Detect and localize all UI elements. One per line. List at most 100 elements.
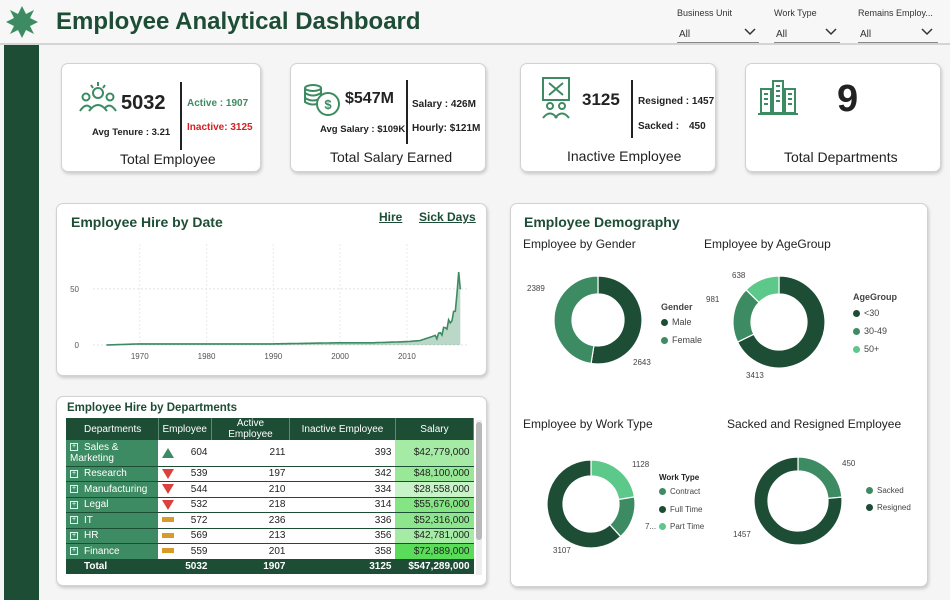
- department-name: Sales & Marketing: [70, 441, 119, 464]
- donut-slice: [546, 459, 622, 549]
- employee-cell: 604: [158, 440, 212, 467]
- inactive-cell: 393: [289, 440, 396, 467]
- x-tick-label: 1970: [131, 352, 149, 361]
- inactive-cell: 334: [289, 481, 396, 498]
- active-cell: 236: [211, 512, 290, 529]
- legend-item[interactable]: Female: [661, 335, 702, 345]
- table-row[interactable]: + Research 539 197 342 $48,100,000: [66, 466, 474, 482]
- column-header[interactable]: Inactive Employee: [289, 418, 396, 440]
- legend-label: Resigned: [877, 503, 911, 512]
- team-icon: [79, 82, 117, 112]
- total-employee-value: 5032: [121, 92, 166, 114]
- legend-item[interactable]: Part Time: [659, 522, 704, 531]
- department-cell[interactable]: + Research: [66, 466, 158, 482]
- column-header[interactable]: Employee: [158, 418, 212, 440]
- expand-icon[interactable]: +: [70, 469, 78, 478]
- employee-cell: 539: [158, 466, 212, 482]
- expand-icon[interactable]: +: [70, 547, 78, 556]
- legend-item[interactable]: Resigned: [866, 503, 911, 512]
- expand-icon[interactable]: +: [70, 443, 78, 452]
- table-scrollbar[interactable]: [476, 420, 482, 575]
- legend-item[interactable]: 30-49: [853, 326, 887, 336]
- departments-table: Departments Employee Active Employee Ina…: [66, 418, 475, 574]
- tab-hire[interactable]: Hire: [379, 210, 403, 224]
- table-row[interactable]: + Manufacturing 544 210 334 $28,558,000: [66, 481, 474, 498]
- department-cell[interactable]: + HR: [66, 528, 158, 544]
- legend-item[interactable]: Sacked: [866, 486, 904, 495]
- data-label: 3413: [746, 371, 764, 380]
- active-cell: 213: [211, 528, 290, 544]
- legend-label: Full Time: [670, 505, 703, 514]
- legend-label: 30-49: [864, 326, 888, 336]
- top-bar: Employee Analytical Dashboard Business U…: [0, 0, 950, 45]
- employee-count: 604: [190, 447, 208, 459]
- donut-slice: [753, 456, 843, 546]
- expand-icon[interactable]: +: [70, 485, 78, 494]
- table-row[interactable]: + Legal 532 218 314 $55,676,000: [66, 497, 474, 513]
- hire-line: [106, 272, 462, 346]
- legend-item[interactable]: Male: [661, 317, 692, 327]
- resigned-count: Resigned : 1457: [638, 96, 715, 107]
- remains-employed-slicer[interactable]: Remains Employ... All: [858, 8, 938, 43]
- column-header[interactable]: Salary: [395, 418, 475, 440]
- employee-count: 544: [190, 483, 208, 495]
- slicer-value: All: [860, 29, 872, 40]
- expand-icon[interactable]: +: [70, 500, 78, 509]
- salary-cell: $42,779,000: [395, 440, 474, 467]
- employee-count: 569: [190, 530, 208, 542]
- tab-sick-days[interactable]: Sick Days: [419, 210, 476, 224]
- donut-slice: [590, 275, 643, 365]
- scroll-thumb[interactable]: [476, 422, 482, 540]
- legend-item[interactable]: Contract: [659, 487, 700, 496]
- column-header[interactable]: Departments: [66, 418, 159, 440]
- department-cell[interactable]: + Manufacturing: [66, 481, 158, 498]
- y-tick-label: 0: [75, 341, 80, 350]
- kpi-title: Total Departments: [784, 149, 898, 165]
- hire-line-chart: 50 0 1970 1980 1990 2000 2010: [70, 244, 467, 361]
- active-cell: 210: [211, 481, 290, 498]
- inactive-cell: 314: [289, 497, 396, 513]
- inactive-employee-card: 3125 Resigned : 1457 Sacked : 450 Inacti…: [520, 63, 716, 172]
- table-row[interactable]: + Sales & Marketing 604 211 393 $42,779,000: [66, 440, 474, 467]
- department-cell[interactable]: + Finance: [66, 543, 158, 560]
- active-cell: 218: [211, 497, 290, 513]
- legend-item[interactable]: 50+: [853, 344, 879, 354]
- department-cell[interactable]: + Sales & Marketing: [66, 440, 158, 467]
- x-tick-label: 2000: [331, 352, 349, 361]
- active-count: Active : 1907: [187, 98, 249, 109]
- section-title: Employee Demography: [524, 214, 680, 230]
- salary-value: Salary : 426M: [412, 99, 476, 110]
- divider: [631, 80, 633, 138]
- legend-item[interactable]: Full Time: [659, 505, 702, 514]
- department-name: IT: [84, 514, 93, 526]
- column-header[interactable]: Active Employee: [211, 418, 290, 440]
- section-title: Employee Hire by Date: [71, 214, 223, 230]
- chevron-down-icon[interactable]: [743, 27, 757, 37]
- department-name: Legal: [84, 499, 109, 511]
- salary-cell: $55,676,000: [395, 497, 474, 513]
- chevron-down-icon[interactable]: [824, 27, 838, 37]
- inactive-person-icon: [542, 77, 570, 119]
- table-row[interactable]: + Finance 559 201 358 $72,889,000: [66, 543, 474, 560]
- sacked-label: Sacked :: [638, 121, 680, 132]
- department-cell[interactable]: + Legal: [66, 497, 158, 513]
- work-type-slicer[interactable]: Work Type All: [774, 8, 840, 43]
- avg-salary: Avg Salary : $109K: [320, 124, 406, 135]
- table-row[interactable]: + IT 572 236 336 $52,316,000: [66, 512, 474, 529]
- trend-flat-icon: [162, 548, 174, 554]
- legend-item[interactable]: <30: [853, 308, 879, 318]
- legend-label: 50+: [864, 344, 880, 354]
- employee-cell: 532: [158, 497, 212, 513]
- employee-cell: 572: [158, 512, 212, 529]
- department-cell[interactable]: + IT: [66, 512, 158, 529]
- expand-icon[interactable]: +: [70, 516, 78, 525]
- kpi-title: Inactive Employee: [567, 148, 682, 164]
- expand-icon[interactable]: +: [70, 531, 78, 540]
- chevron-down-icon[interactable]: [920, 27, 934, 37]
- svg-text:$: $: [324, 97, 332, 112]
- table-row[interactable]: + HR 569 213 356 $42,781,000: [66, 528, 474, 544]
- demography-card: Employee Demography Employee by Gender E…: [510, 203, 928, 587]
- business-unit-slicer[interactable]: Business Unit All: [677, 8, 759, 43]
- office-building-icon: [758, 80, 798, 115]
- x-tick-label: 2010: [398, 352, 416, 361]
